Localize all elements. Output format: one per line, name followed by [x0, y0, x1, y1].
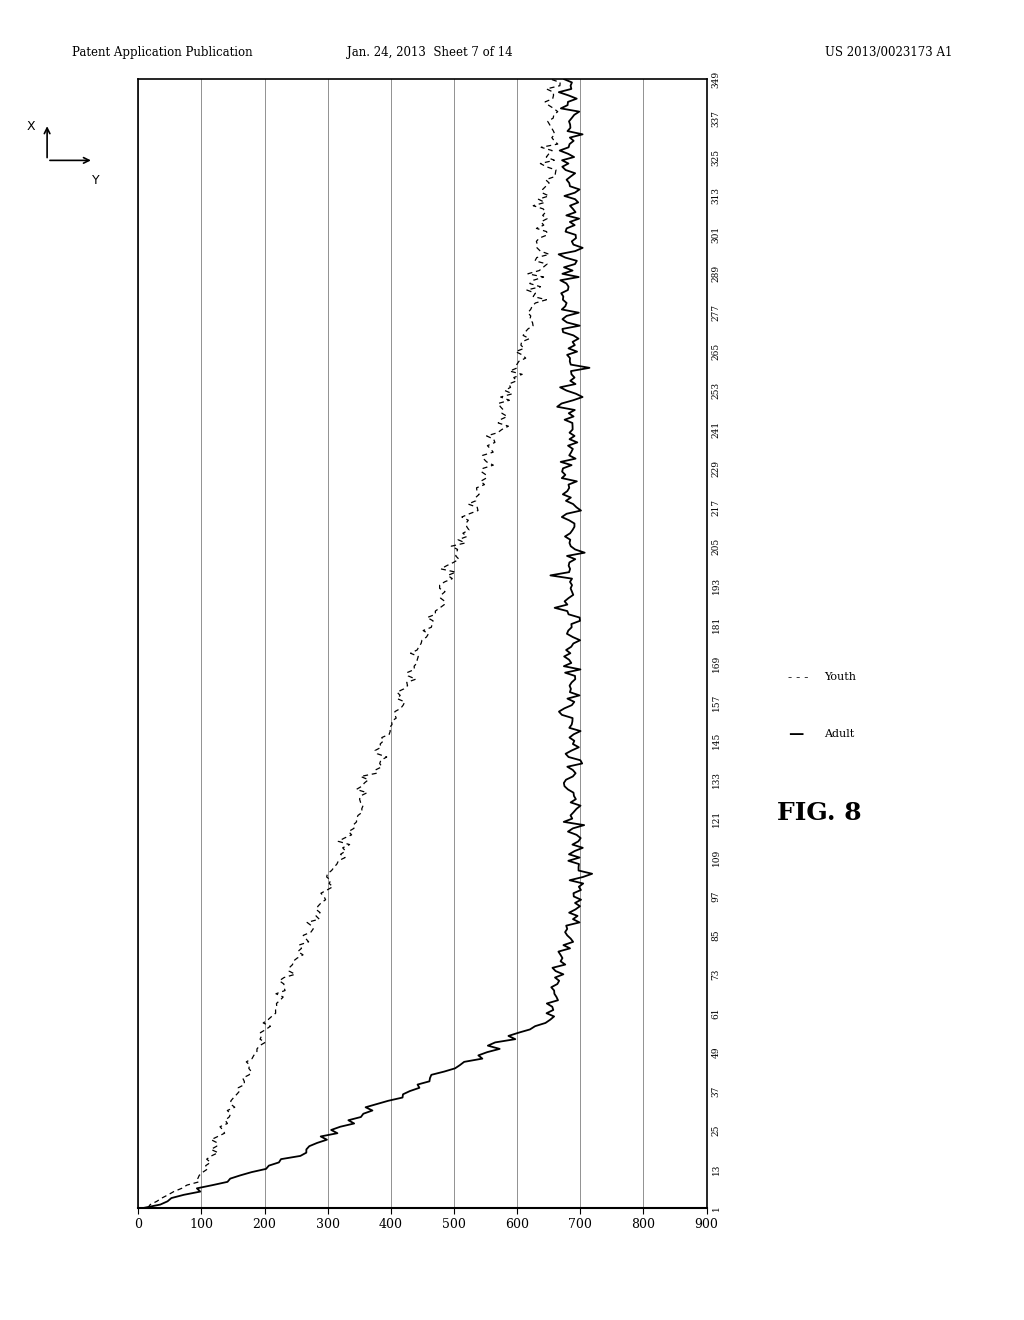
- Text: 337: 337: [712, 110, 721, 127]
- Text: 301: 301: [712, 226, 721, 243]
- Text: X: X: [27, 120, 36, 133]
- Text: 157: 157: [712, 693, 721, 710]
- Text: 97: 97: [712, 891, 721, 902]
- Text: 349: 349: [712, 71, 721, 87]
- Text: Youth: Youth: [824, 672, 856, 682]
- Text: 109: 109: [712, 849, 721, 866]
- Text: 217: 217: [712, 499, 721, 516]
- Text: 121: 121: [712, 810, 721, 828]
- Text: 277: 277: [712, 304, 721, 321]
- Text: Adult: Adult: [824, 729, 855, 739]
- Text: 133: 133: [712, 771, 721, 788]
- Text: 253: 253: [712, 381, 721, 399]
- Text: 265: 265: [712, 343, 721, 360]
- Text: 85: 85: [712, 929, 721, 941]
- Text: 313: 313: [712, 187, 721, 205]
- Text: Y: Y: [92, 174, 99, 187]
- Text: 241: 241: [712, 421, 721, 438]
- Text: 61: 61: [712, 1007, 721, 1019]
- Text: 193: 193: [712, 577, 721, 594]
- Text: 37: 37: [712, 1085, 721, 1097]
- Text: Jan. 24, 2013  Sheet 7 of 14: Jan. 24, 2013 Sheet 7 of 14: [347, 46, 513, 59]
- Text: 169: 169: [712, 655, 721, 672]
- Text: —: —: [788, 727, 804, 741]
- Text: FIG. 8: FIG. 8: [777, 801, 861, 825]
- Text: 229: 229: [712, 459, 721, 477]
- Text: 289: 289: [712, 265, 721, 282]
- Text: 49: 49: [712, 1047, 721, 1057]
- Text: 1: 1: [712, 1205, 721, 1210]
- Text: 205: 205: [712, 537, 721, 554]
- Text: - - -: - - -: [788, 671, 809, 684]
- Text: Patent Application Publication: Patent Application Publication: [72, 46, 252, 59]
- Text: 25: 25: [712, 1125, 721, 1135]
- Text: 145: 145: [712, 733, 721, 750]
- Text: 181: 181: [712, 615, 721, 632]
- Text: 73: 73: [712, 969, 721, 979]
- Text: 13: 13: [712, 1163, 721, 1175]
- Text: US 2013/0023173 A1: US 2013/0023173 A1: [825, 46, 952, 59]
- Text: 325: 325: [712, 148, 721, 165]
